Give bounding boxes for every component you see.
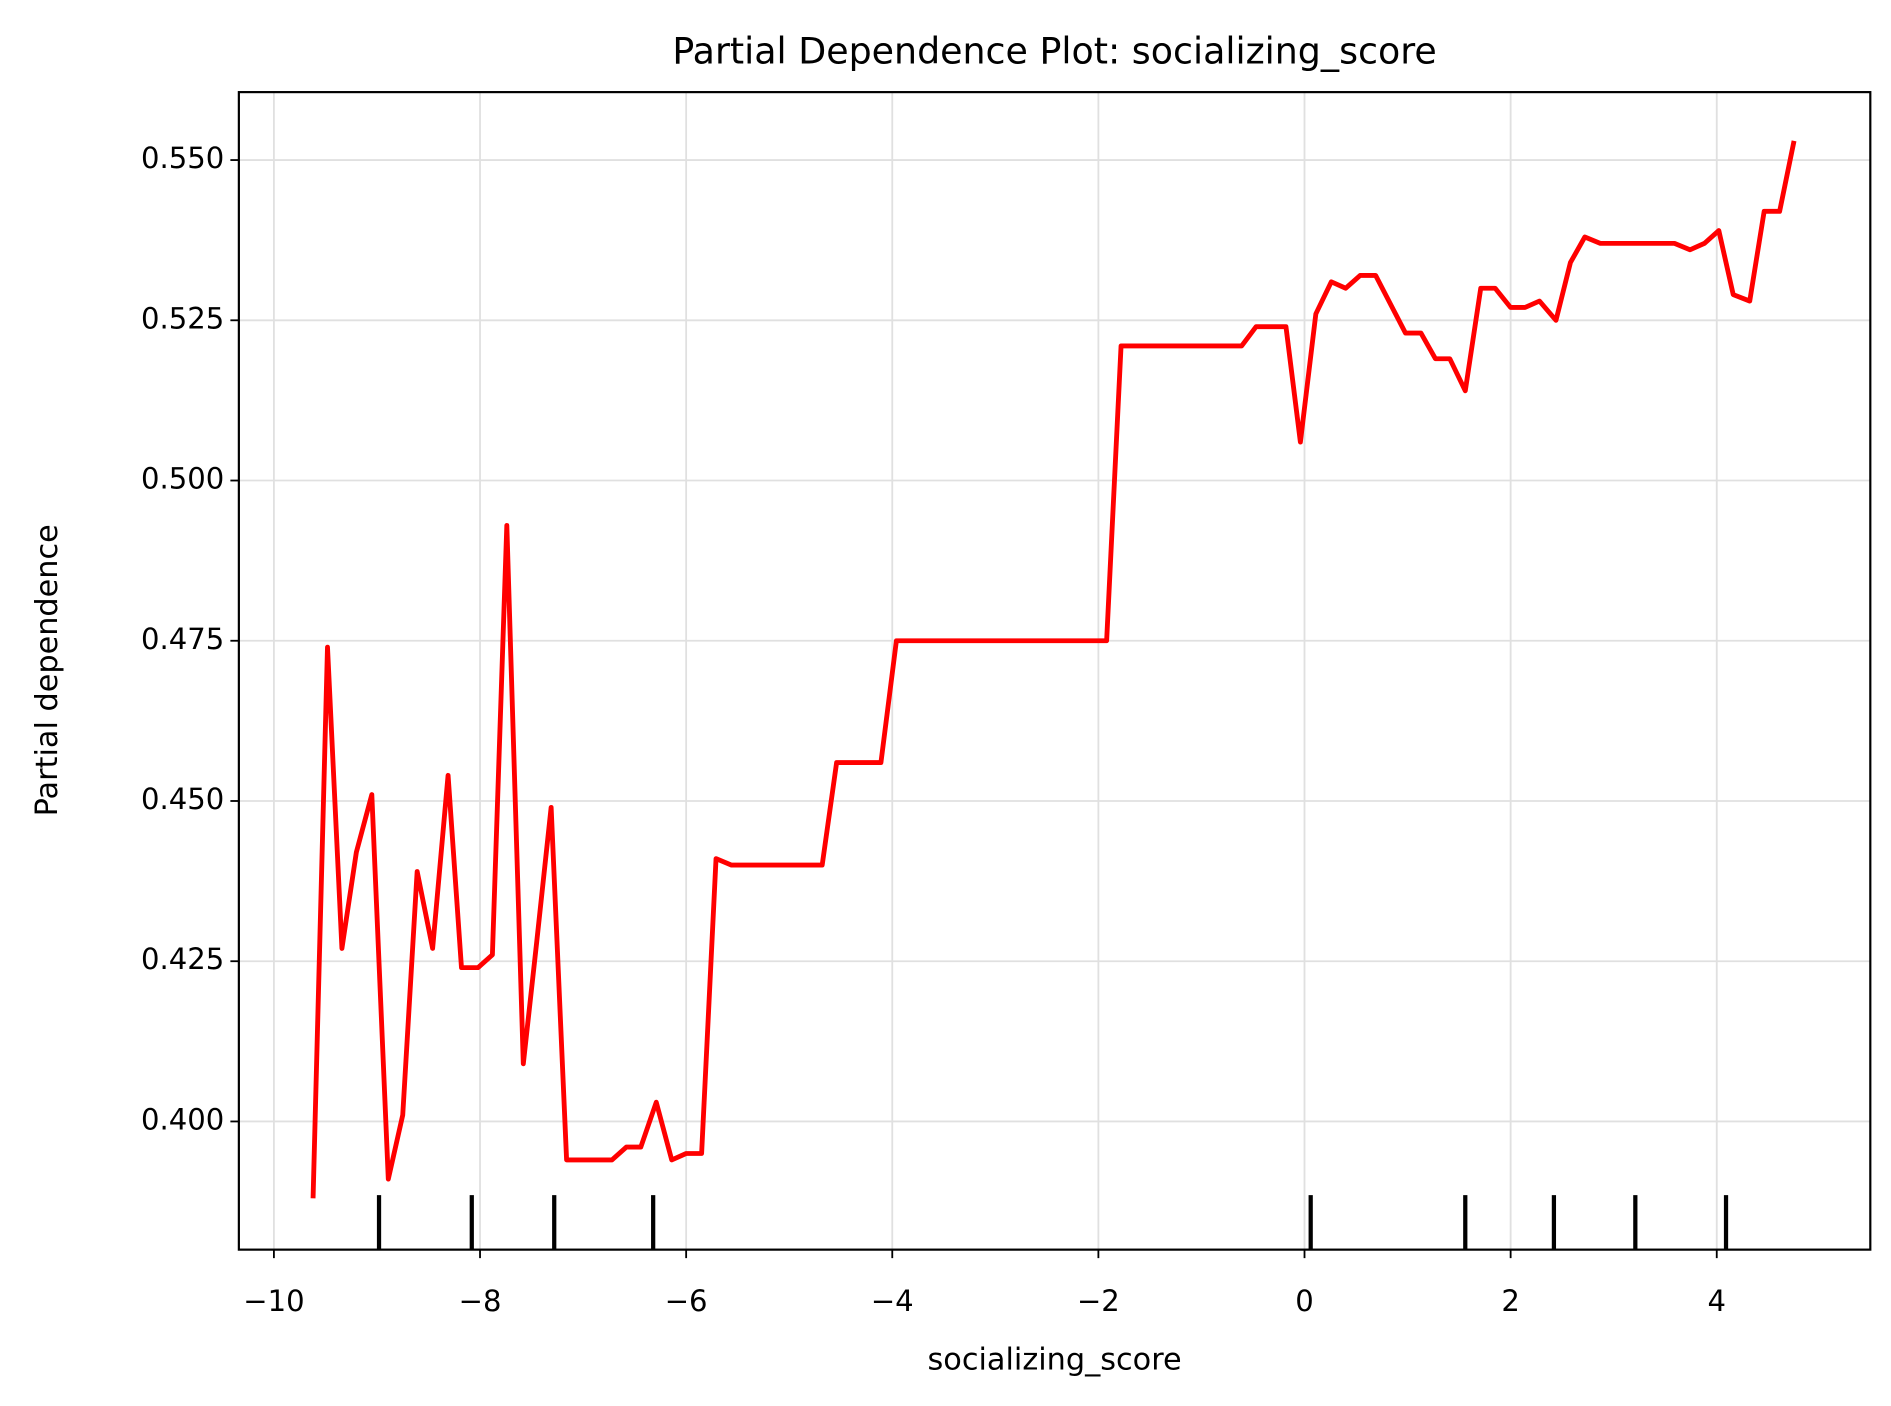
x-tick-label: −6 [665,1284,708,1318]
y-tick-label: 0.475 [141,622,224,656]
chart-title: Partial Dependence Plot: socializing_sco… [672,29,1436,72]
y-tick-label: 0.525 [141,301,224,335]
x-tick-label: 0 [1295,1284,1314,1318]
line [310,140,1797,1199]
y-tick-label: 0.550 [141,141,224,175]
x-tick-label: −8 [459,1284,502,1318]
x-tick-label: 2 [1501,1284,1520,1318]
x-tick-label: −10 [243,1284,304,1318]
x-tick-label: −2 [1077,1284,1120,1318]
x-tick-label: −4 [871,1284,914,1318]
y-axis-label: Partial dependence [30,524,65,816]
y-tick-label: 0.450 [141,782,224,816]
x-tick-label: 4 [1707,1284,1726,1318]
x-axis-label: socializing_score [928,1343,1182,1378]
y-tick-label: 0.500 [141,462,224,496]
y-tick-label: 0.425 [141,942,224,976]
plot-frame [237,91,1872,1251]
y-tick-label: 0.400 [141,1102,224,1136]
